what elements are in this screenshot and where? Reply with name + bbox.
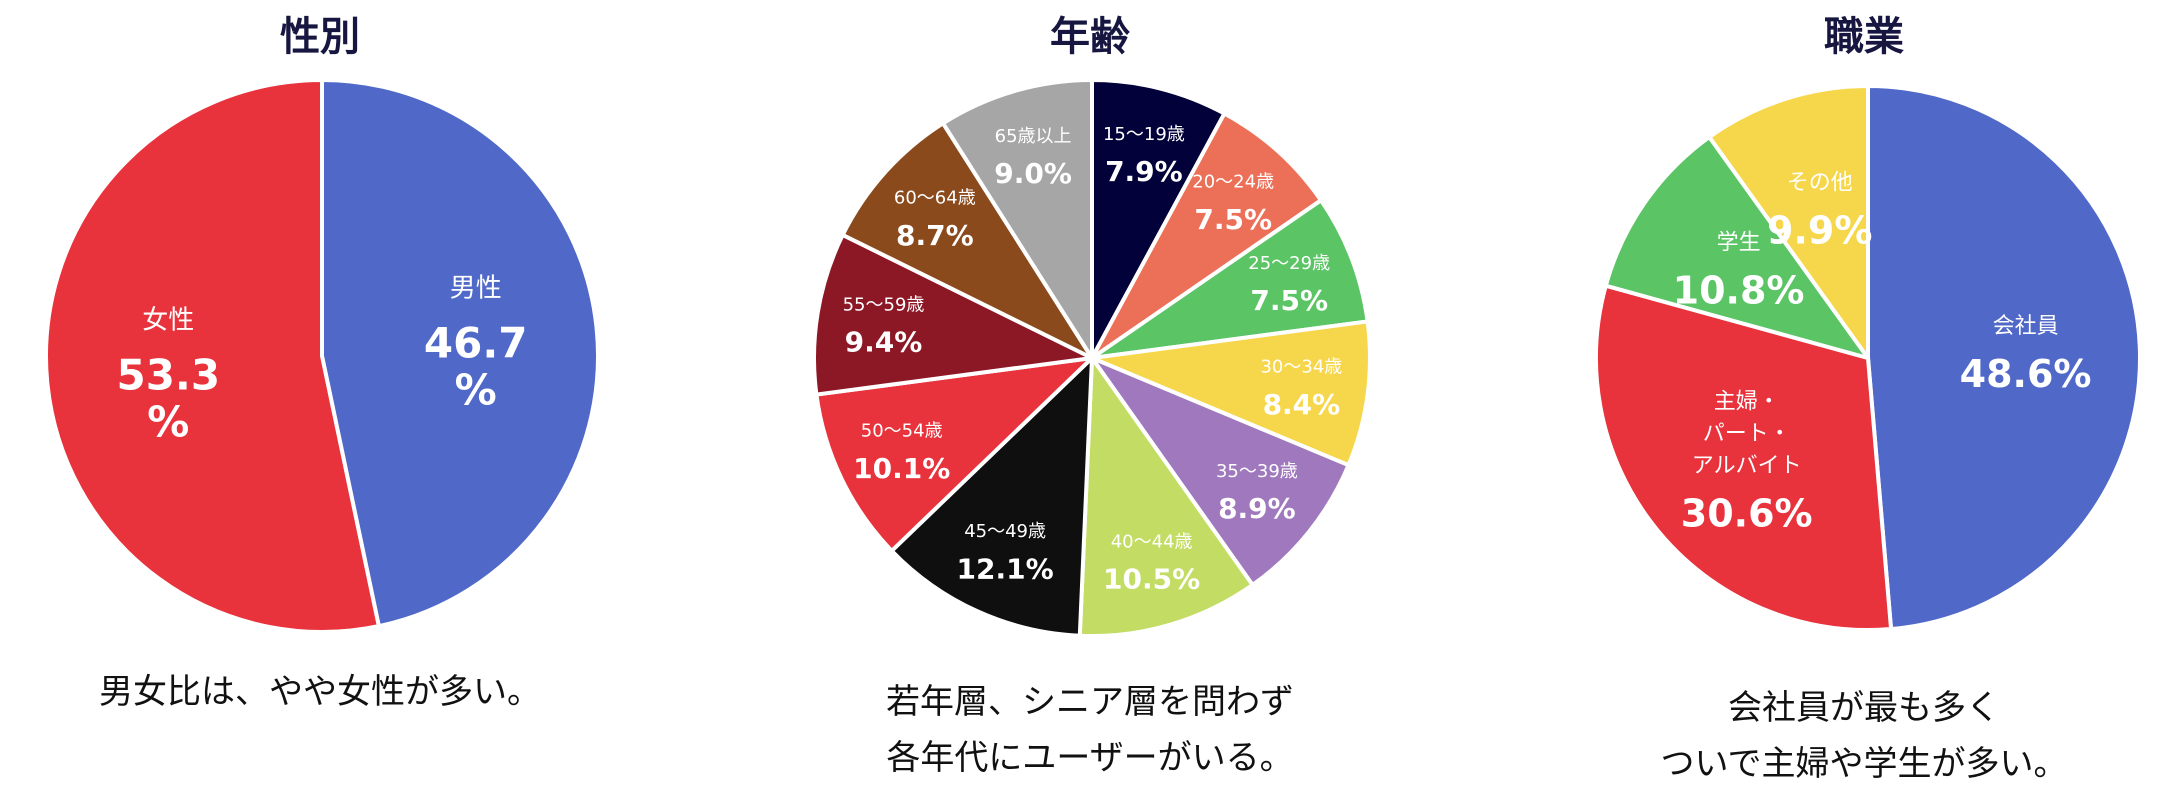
slice-label-2-3: その他 9.9% (1767, 170, 1872, 252)
slice-value-2-3-0: 9.9% (1767, 208, 1872, 252)
pie-slice-1-0 (1090, 78, 1227, 360)
slice-name-1-7-0: 50～54歳 (861, 420, 943, 441)
slice-label-0-1: 女性 53.3% (116, 305, 220, 446)
slice-value-0-0-0: 46.7 (424, 319, 528, 368)
slice-value-0-1-1: % (147, 398, 189, 447)
gender-panel: 性別 男性 46.7% 女性 53.3% 男女比は、やや女性が多い。 (0, 0, 640, 812)
slice-value-1-7-0: 10.1% (853, 452, 950, 485)
pie-slice-1-6 (889, 356, 1094, 638)
slice-value-1-6-0: 12.1% (957, 553, 1054, 586)
slice-name-1-10-0: 65歳以上 (995, 126, 1072, 147)
slice-label-1-1: 20～24歳 7.5% (1192, 172, 1274, 236)
gender-caption-line-1: 男女比は、やや女性が多い。 (99, 672, 541, 712)
slice-value-1-3-0: 8.4% (1263, 388, 1341, 421)
slice-value-1-2-0: 7.5% (1250, 284, 1328, 317)
slice-name-1-9-0: 60～64歳 (894, 188, 976, 209)
slice-name-0-1-0: 女性 (142, 305, 194, 335)
occupation-panel: 職業 会社員 48.6% 主婦・パート・アルバイト 30.6% 学生 10.8% その他 9.… (1560, 0, 2168, 812)
pie-slice-1-2 (1090, 198, 1370, 360)
slice-label-1-7: 50～54歳 10.1% (853, 420, 950, 484)
slice-value-0-0-1: % (455, 366, 497, 415)
pie-slice-1-7 (814, 356, 1094, 553)
pie-slice-2-0 (1866, 84, 2142, 632)
slice-label-1-4: 35～39歳 8.9% (1216, 461, 1298, 525)
slice-name-2-1-0: 主婦・ (1714, 390, 1780, 415)
occupation-pie-chart: 会社員 48.6% 主婦・パート・アルバイト 30.6% 学生 10.8% その他 9.9% (1594, 84, 2142, 632)
age-caption: 若年層、シニア層を問わず 各年代にユーザーがいる。 (740, 674, 1440, 786)
age-pie-chart: 15～19歳 7.9% 20～24歳 7.5% 25～29歳 7.5% 30～34歳 8.4%… (812, 78, 1372, 638)
slice-name-1-8-0: 55～59歳 (843, 294, 925, 315)
pie-slice-2-1 (1594, 283, 1894, 632)
slice-label-1-5: 40～44歳 10.5% (1103, 531, 1200, 595)
slice-value-1-1-0: 7.5% (1194, 203, 1272, 236)
slice-value-1-10-0: 9.0% (994, 157, 1072, 190)
gender-title: 性別 (280, 14, 360, 60)
slice-value-2-1-0: 30.6% (1681, 491, 1813, 535)
pie-slice-2-3 (1707, 84, 1870, 360)
age-title: 年齢 (1050, 14, 1130, 60)
slice-name-2-2-0: 学生 (1717, 230, 1761, 255)
slice-value-1-5-0: 10.5% (1103, 563, 1200, 596)
slice-name-2-0-0: 会社員 (1993, 314, 2059, 339)
pie-slice-1-9 (840, 121, 1094, 360)
slice-name-1-4-0: 35～39歳 (1216, 461, 1298, 482)
slice-label-1-10: 65歳以上 9.0% (994, 126, 1072, 190)
slice-name-2-1-2: アルバイト (1692, 453, 1802, 478)
occupation-caption-line-1: 会社員が最も多く (1728, 688, 2000, 728)
occupation-caption-line-2: ついで主婦や学生が多い。 (1660, 744, 2068, 784)
slice-label-1-9: 60～64歳 8.7% (894, 188, 976, 252)
slice-value-1-4-0: 8.9% (1218, 492, 1296, 525)
slice-value-1-8-0: 9.4% (845, 326, 923, 359)
pie-slice-0-0 (320, 78, 600, 629)
occupation-caption: 会社員が最も多く ついで主婦や学生が多い。 (1560, 680, 2168, 792)
age-caption-line-1: 若年層、シニア層を問わず (886, 682, 1294, 722)
slice-label-1-2: 25～29歳 7.5% (1248, 253, 1330, 317)
age-caption-line-2: 各年代にユーザーがいる。 (886, 738, 1294, 778)
pie-slice-1-5 (1077, 356, 1255, 638)
slice-label-2-2: 学生 10.8% (1673, 230, 1805, 312)
slice-label-1-3: 30～34歳 8.4% (1260, 357, 1342, 421)
gender-pie-chart: 男性 46.7% 女性 53.3% (44, 78, 600, 634)
pie-slice-1-4 (1090, 356, 1351, 587)
slice-value-1-9-0: 8.7% (896, 219, 974, 252)
slice-name-2-3-0: その他 (1787, 170, 1853, 195)
gender-caption: 男女比は、やや女性が多い。 (0, 664, 640, 720)
slice-name-1-1-0: 20～24歳 (1192, 172, 1274, 193)
pie-slice-1-8 (812, 232, 1094, 397)
slice-name-2-1-1: パート・ (1703, 421, 1791, 446)
slice-label-1-6: 45～49歳 12.1% (957, 521, 1054, 585)
slice-name-1-5-0: 40～44歳 (1111, 531, 1193, 552)
slice-label-0-0: 男性 46.7% (424, 273, 528, 414)
occupation-title: 職業 (1824, 14, 1904, 60)
slice-name-0-0-0: 男性 (450, 273, 502, 303)
slice-label-1-0: 15～19歳 7.9% (1103, 124, 1185, 188)
pie-slice-2-2 (1603, 135, 1870, 360)
slice-value-2-2-0: 10.8% (1673, 268, 1805, 312)
slice-name-1-6-0: 45～49歳 (964, 521, 1046, 542)
slice-name-1-2-0: 25～29歳 (1248, 253, 1330, 274)
slice-name-1-0-0: 15～19歳 (1103, 124, 1185, 145)
slice-label-2-0: 会社員 48.6% (1960, 314, 2092, 396)
pie-slice-0-1 (44, 78, 381, 634)
pie-slice-1-1 (1090, 111, 1323, 360)
slice-value-0-1-0: 53.3 (116, 351, 220, 400)
slice-value-1-0-0: 7.9% (1105, 155, 1183, 188)
slice-value-2-0-0: 48.6% (1960, 352, 2092, 396)
age-panel: 年齢 15～19歳 7.9% 20～24歳 7.5% 25～29歳 7.5% 30～34歳 8… (740, 0, 1440, 812)
slice-label-1-8: 55～59歳 9.4% (843, 294, 925, 358)
pie-slice-1-10 (941, 78, 1094, 360)
pie-slice-1-3 (1090, 319, 1372, 468)
slice-name-1-3-0: 30～34歳 (1260, 357, 1342, 378)
slice-label-2-1: 主婦・パート・アルバイト 30.6% (1681, 390, 1813, 536)
